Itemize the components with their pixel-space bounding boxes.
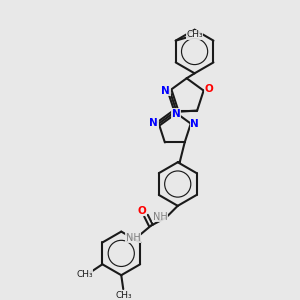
Text: NH: NH [126, 232, 140, 242]
Text: N: N [161, 85, 170, 96]
Text: CH₃: CH₃ [186, 30, 203, 39]
Text: CH₃: CH₃ [116, 290, 133, 299]
Text: N: N [190, 118, 199, 129]
Text: NH: NH [152, 212, 167, 222]
Text: CH₃: CH₃ [76, 270, 93, 279]
Text: O: O [138, 206, 146, 216]
Text: N: N [149, 118, 158, 128]
Text: N: N [172, 109, 181, 118]
Text: O: O [204, 84, 213, 94]
